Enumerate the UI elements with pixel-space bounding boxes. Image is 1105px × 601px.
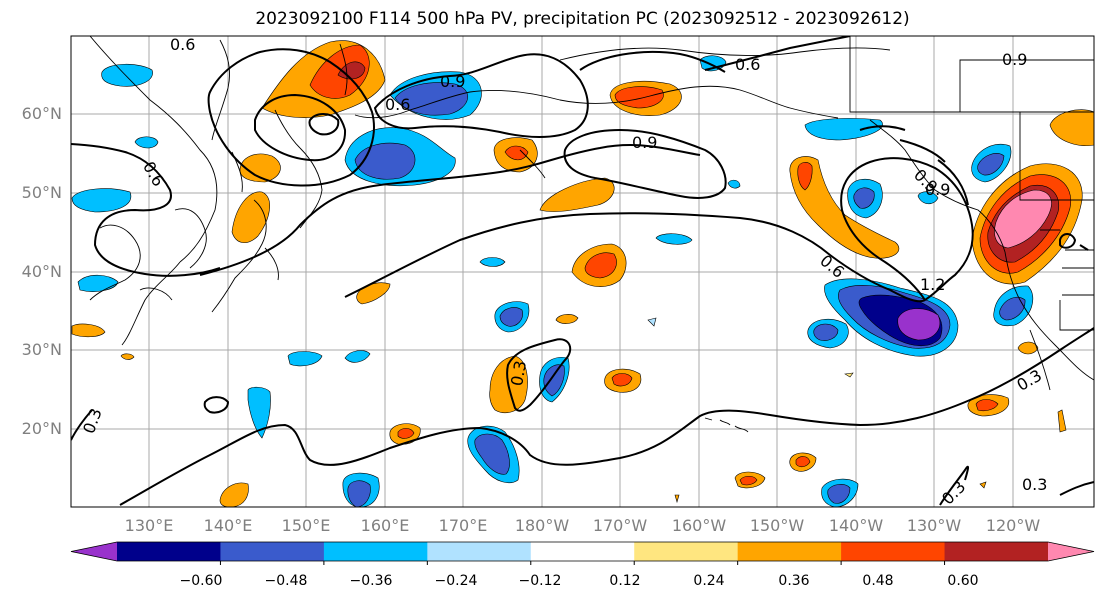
colorbar-tick-label: 0.48	[862, 573, 894, 589]
colorbar-tick-label: 0.60	[947, 573, 979, 589]
colorbar-tick-label: −0.60	[179, 573, 223, 589]
colorbar-tick-label: 0.12	[609, 573, 641, 589]
contour-label: 0.3	[507, 359, 530, 387]
contour-label: 0.9	[440, 72, 465, 91]
lat-label-20n: 20°N	[21, 419, 62, 438]
colorbar-tick-label: −0.48	[264, 573, 308, 589]
contour-label: 1.2	[920, 275, 945, 294]
map-plot-area: 0.6 0.9 0.6 0.6 0.9 0.9 0.6 0.9 0.9 0.6 …	[71, 35, 1094, 507]
pv-contour-labels: 0.6 0.9 0.6 0.6 0.9 0.9 0.6 0.9 0.9 0.6 …	[79, 35, 1047, 507]
colorbar-extend-max	[1048, 542, 1094, 561]
colorbar-bin	[634, 542, 739, 561]
colorbar-outline	[70, 541, 1095, 562]
lon-label: 170°E	[438, 516, 488, 535]
colorbar-bin	[530, 542, 635, 561]
contour-label: 0.9	[1002, 50, 1027, 69]
lon-label: 170°W	[592, 516, 648, 535]
colorbar	[70, 541, 1095, 565]
lon-label: 140°E	[203, 516, 253, 535]
colorbar-bin	[944, 542, 1049, 561]
colorbar-tick-label: −0.36	[349, 573, 393, 589]
map-frame	[70, 35, 1095, 508]
contour-label: 0.9	[925, 180, 950, 199]
lon-label: 180°W	[514, 516, 570, 535]
contour-label: 0.6	[735, 55, 760, 74]
lon-label: 130°E	[124, 516, 174, 535]
contour-label: 0.6	[385, 95, 410, 114]
colorbar-bin	[220, 542, 325, 561]
lon-label: 140°W	[828, 516, 884, 535]
lat-label-60n: 60°N	[21, 104, 62, 123]
colorbar-bin	[737, 542, 842, 561]
precipitation-anomaly-shading	[71, 40, 1094, 507]
lat-label-40n: 40°N	[21, 262, 62, 281]
colorbar-tick-label: −0.24	[434, 573, 478, 589]
colorbar-bin	[841, 542, 946, 561]
pv-contours	[71, 36, 1094, 506]
lon-label: 150°W	[749, 516, 805, 535]
lon-label: 120°W	[985, 516, 1041, 535]
lon-label: 160°W	[671, 516, 727, 535]
colorbar-bin	[117, 542, 221, 561]
colorbar-bin	[427, 542, 532, 561]
lat-label-50n: 50°N	[21, 183, 62, 202]
colorbar-tick-label: 0.36	[778, 573, 810, 589]
colorbar-tick-label: −0.12	[518, 573, 562, 589]
lat-label-30n: 30°N	[21, 340, 62, 359]
contour-label: 0.3	[1022, 475, 1047, 494]
lon-label: 160°E	[360, 516, 410, 535]
lon-label: 150°E	[281, 516, 331, 535]
contour-label: 0.6	[170, 35, 195, 54]
map-title: 2023092100 F114 500 hPa PV, precipitatio…	[255, 9, 910, 29]
contour-label: 0.9	[632, 133, 657, 152]
coastlines	[71, 36, 1094, 500]
colorbar-bin	[323, 542, 428, 561]
colorbar-tick-label: 0.24	[693, 573, 725, 589]
colorbar-extend-min	[71, 542, 117, 561]
lon-label: 130°W	[906, 516, 962, 535]
